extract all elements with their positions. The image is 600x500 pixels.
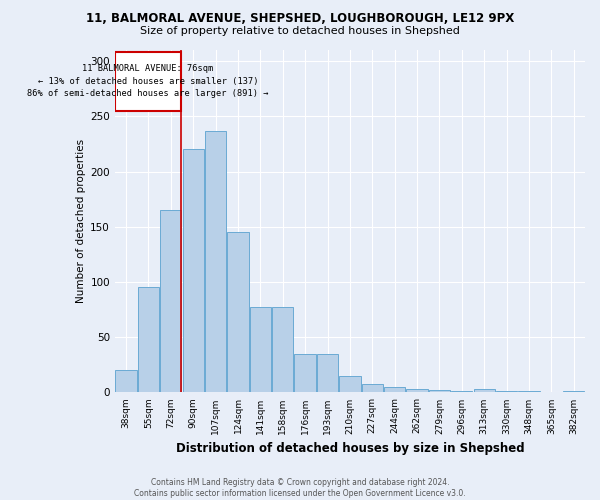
Bar <box>115 52 181 111</box>
Bar <box>138 288 159 393</box>
Bar <box>384 387 406 392</box>
Bar <box>182 150 204 392</box>
Text: Contains HM Land Registry data © Crown copyright and database right 2024.
Contai: Contains HM Land Registry data © Crown c… <box>134 478 466 498</box>
Y-axis label: Number of detached properties: Number of detached properties <box>76 139 86 304</box>
Bar <box>272 308 293 392</box>
X-axis label: Distribution of detached houses by size in Shepshed: Distribution of detached houses by size … <box>176 442 524 455</box>
Text: Size of property relative to detached houses in Shepshed: Size of property relative to detached ho… <box>140 26 460 36</box>
Bar <box>205 130 226 392</box>
Text: 11, BALMORAL AVENUE, SHEPSHED, LOUGHBOROUGH, LE12 9PX: 11, BALMORAL AVENUE, SHEPSHED, LOUGHBORO… <box>86 12 514 26</box>
Bar <box>115 370 137 392</box>
Bar <box>429 390 450 392</box>
Bar <box>473 389 495 392</box>
Bar <box>317 354 338 393</box>
Bar <box>406 389 428 392</box>
Bar <box>362 384 383 392</box>
Bar <box>227 232 248 392</box>
Bar <box>339 376 361 392</box>
Text: 11 BALMORAL AVENUE: 76sqm
← 13% of detached houses are smaller (137)
86% of semi: 11 BALMORAL AVENUE: 76sqm ← 13% of detac… <box>28 64 269 98</box>
Bar <box>295 354 316 393</box>
Bar <box>160 210 181 392</box>
Bar <box>250 308 271 392</box>
